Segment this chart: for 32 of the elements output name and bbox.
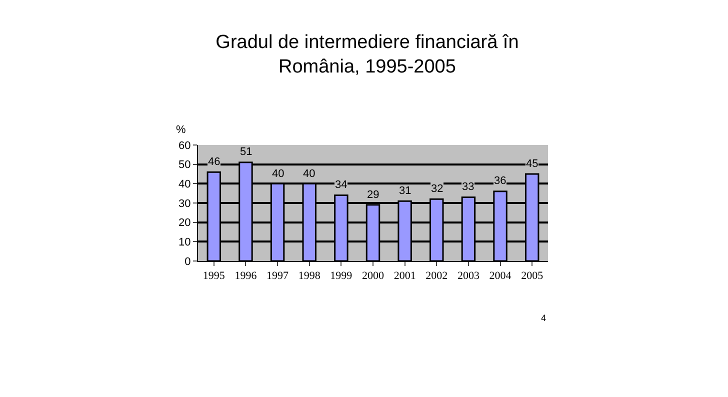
y-tick-label: 0 bbox=[184, 256, 191, 268]
data-label: 40 bbox=[272, 168, 284, 180]
y-tick-label: 40 bbox=[178, 178, 191, 191]
y-tick-label: 50 bbox=[178, 159, 191, 172]
x-tick-label: 2002 bbox=[426, 270, 448, 282]
x-tick-label: 1999 bbox=[330, 270, 353, 282]
y-tick-label: 10 bbox=[178, 236, 191, 249]
data-label: 51 bbox=[240, 146, 252, 158]
x-tick-label: 2000 bbox=[362, 270, 384, 282]
data-label: 31 bbox=[399, 185, 412, 197]
x-tick-label: 2001 bbox=[394, 270, 416, 282]
data-label: 46 bbox=[208, 156, 220, 168]
y-tick-label: 30 bbox=[178, 198, 191, 210]
x-tick-label: 2004 bbox=[489, 270, 512, 282]
x-tick-label: 1998 bbox=[298, 270, 321, 282]
data-label: 29 bbox=[367, 189, 380, 201]
x-tick-label: 1996 bbox=[234, 270, 258, 282]
text: 4 bbox=[541, 313, 546, 323]
y-axis-title: % bbox=[176, 124, 186, 136]
x-tick-label: 1995 bbox=[202, 270, 226, 282]
data-label: 33 bbox=[462, 181, 474, 193]
x-tick-label: 2003 bbox=[457, 270, 480, 282]
data-label: 32 bbox=[431, 183, 444, 195]
y-tick-label: 20 bbox=[178, 217, 191, 230]
data-label: 45 bbox=[526, 158, 538, 170]
y-tick-label: 60 bbox=[178, 140, 191, 152]
data-label: 36 bbox=[494, 175, 506, 187]
x-tick-label: 2005 bbox=[521, 270, 544, 282]
data-label: 40 bbox=[303, 168, 316, 180]
chart-title: Gradul de intermediere financiară în România, 1995-2005 bbox=[216, 32, 519, 78]
x-tick-label: 1997 bbox=[266, 270, 290, 282]
data-label: 34 bbox=[335, 179, 348, 191]
